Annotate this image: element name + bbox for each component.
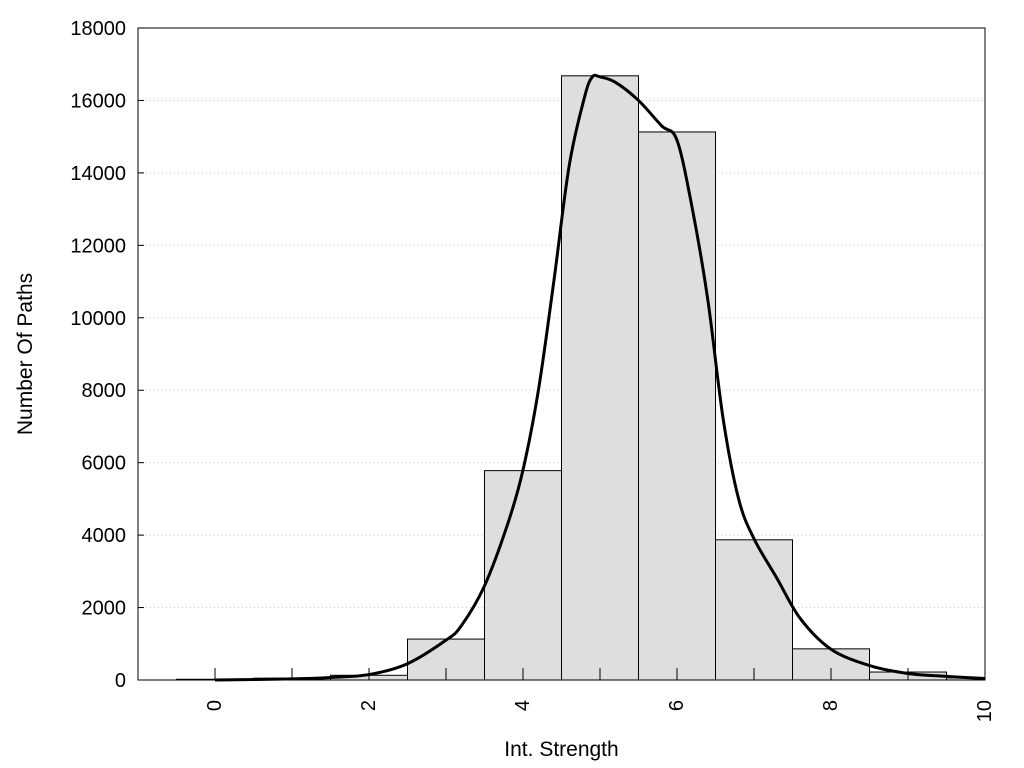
y-tick-label: 8000 [82, 380, 127, 402]
y-axis-title: Number Of Paths [14, 273, 37, 435]
bar [715, 539, 793, 681]
x-tick-label: 0 [204, 700, 226, 711]
x-tick-label: 10 [974, 700, 996, 722]
y-tick-label: 0 [115, 670, 126, 692]
y-tick-label: 16000 [70, 90, 126, 112]
x-tick-label: 2 [358, 700, 380, 711]
y-axis-ticks: 0 2000 4000 6000 8000 10000 12000 14000 16000 180… [70, 18, 144, 692]
bar [638, 131, 716, 681]
plot-frame [137, 27, 986, 681]
x-axis-ticks: 0 2 4 6 8 10 [204, 668, 996, 722]
y-tick-label: 14000 [70, 163, 126, 185]
fit-curve [214, 73, 986, 682]
y-tick-label: 18000 [70, 18, 126, 40]
y-tick-label: 12000 [70, 235, 126, 257]
bar [484, 470, 562, 681]
y-tick-label: 4000 [82, 525, 127, 547]
x-axis-title: Int. Strength [504, 738, 618, 761]
fit-curve-line [214, 73, 986, 682]
y-tick-label: 2000 [82, 598, 127, 620]
bar [561, 75, 639, 681]
y-tick-label: 6000 [82, 453, 127, 475]
x-tick-label: 6 [666, 700, 688, 711]
x-tick-label: 4 [512, 700, 534, 711]
bars [176, 75, 986, 681]
x-tick-label: 8 [820, 700, 842, 711]
y-tick-label: 10000 [70, 308, 126, 330]
